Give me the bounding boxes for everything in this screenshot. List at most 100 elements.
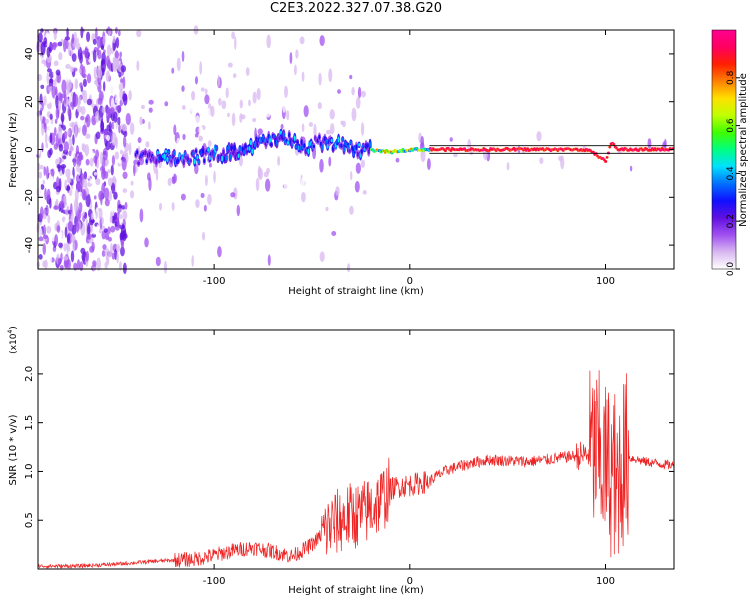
spectral-noise-blob [330,123,335,135]
spectral-noise-blob [321,154,327,159]
spectral-noise-blob [265,107,271,118]
spectral-noise-blob [190,104,196,114]
spectral-noise-blob [207,250,211,260]
spectral-noise-blob [89,178,93,185]
signal-band-core [167,150,170,154]
spectral-noise-blob [106,44,112,57]
signal-band-core [222,149,225,155]
spectral-noise-blob [350,171,353,181]
signal-band-core [192,151,195,156]
spectral-noise-blob [155,256,161,267]
signal-band-core [248,145,251,151]
spectral-noise-blob [121,124,127,132]
spectral-noise-blob [267,254,271,266]
spectral-noise-blob [41,87,47,95]
spectral-noise-blob [195,194,199,199]
spectral-noise-blob [198,135,203,142]
signal-band-core [312,144,316,149]
spectral-noise-blob [118,29,121,37]
spectral-noise-blob [119,78,124,84]
spectral-noise-blob [109,262,114,270]
spectral-noise-blob [112,35,116,44]
spectral-noise-blob [93,171,98,176]
spectral-noise-blob [328,68,333,83]
signal-band-core [155,158,158,165]
spectral-noise-blob [39,104,42,109]
signal-band-core [137,161,140,166]
spectral-noise-blob [95,149,100,160]
spectral-noise-blob [57,230,63,240]
spectral-noise-blob [171,67,175,74]
spectral-noise-blob [101,250,106,257]
signal-band-core [612,143,616,146]
spectral-noise-blob [45,142,49,149]
spectral-noise-blob [98,90,104,102]
spectral-noise-blob [45,166,49,180]
spectral-noise-blob [40,41,46,56]
signal-band-core [156,150,159,155]
spectral-noise-blob [45,204,49,217]
spectral-noise-blob [39,114,43,122]
spectral-noise-blob [64,71,68,82]
spectral-noise-blob [91,233,97,238]
spectral-noise-blob [46,225,52,234]
spectral-noise-blob [289,51,293,65]
spectral-noise-blob [101,167,106,180]
spectral-noise-blob [352,68,357,79]
spectral-noise-blob [71,33,75,45]
spectral-noise-blob [96,36,102,49]
spectral-noise-blob [68,137,73,146]
spectral-noise-blob [305,160,311,175]
spectral-noise-blob [158,45,163,52]
spectral-noise-blob [53,30,57,41]
spectral-noise-blob [66,129,70,136]
spectral-noise-blob [654,155,658,169]
spectral-noise-blob [43,234,49,240]
spectral-noise-blob [613,134,618,140]
spectral-noise-blob [110,225,116,233]
spectral-noise-blob [95,131,101,140]
spectral-noise-blob [55,158,60,166]
y-tick-label: 1.0 [24,463,35,479]
spectral-noise-blob [101,216,104,225]
spectral-noise-blob [76,105,82,113]
spectral-noise-blob [238,155,243,167]
spectral-noise-blob [316,259,322,266]
spectral-noise-blob [93,66,97,80]
spectral-noise-blob [591,138,597,148]
signal-band-core [278,136,281,141]
x-tick-label: 0 [407,576,413,587]
spectral-noise-blob [44,187,47,201]
spectral-noise-blob [61,79,67,94]
signal-band-core [203,158,206,163]
signal-band-core [355,144,358,151]
spectral-noise-blob [105,70,111,83]
signal-band-core [144,150,147,156]
spectral-noise-blob [85,193,91,208]
signal-band-core [270,143,273,147]
signal-band-core [293,135,296,142]
spectral-noise-blob [115,37,120,49]
spectral-noise-blob [110,200,114,213]
spectral-noise-blob [647,138,652,149]
spectral-noise-blob [230,192,236,198]
spectral-noise-blob [43,37,48,45]
colorbar-tick-label: 0.4 [726,166,736,181]
signal-band-core [238,147,242,152]
x-tick-label: -100 [203,276,226,287]
signal-band-core [173,151,176,156]
spectral-noise-blob [294,184,300,189]
spectral-noise-blob [90,212,94,221]
signal-band-core [605,156,609,159]
spectral-noise-blob [66,27,69,38]
spectral-noise-blob [84,211,88,219]
spectral-noise-blob [129,122,135,135]
snr-panel: -100 0 100 0.5 1.0 1.5 2.0 Height of straight… [7,326,675,596]
spectral-noise-blob [310,158,315,169]
spectral-noise-blob [85,218,89,227]
signal-band-core [282,132,285,138]
spectral-noise-blob [248,106,254,120]
spectral-noise-blob [66,233,71,244]
spectral-noise-blob [120,116,125,125]
spectral-noise-blob [60,112,65,123]
